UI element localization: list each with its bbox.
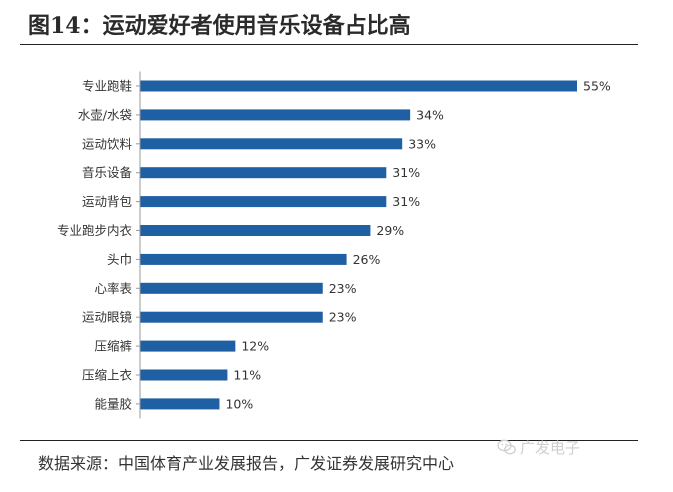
- value-label: 23%: [329, 281, 357, 296]
- watermark: 广发电子: [497, 437, 580, 458]
- category-label: 运动眼镜: [82, 310, 133, 325]
- wechat-icon: [497, 439, 516, 455]
- source-note: 数据来源：中国体育产业发展报告，广发证券发展研究中心: [38, 454, 455, 473]
- category-label: 专业跑鞋: [82, 79, 133, 94]
- value-label: 34%: [416, 107, 444, 122]
- value-label: 26%: [353, 252, 381, 267]
- value-label: 23%: [329, 310, 357, 325]
- bar: [140, 167, 387, 179]
- bar: [140, 340, 236, 352]
- category-label: 头巾: [107, 252, 132, 267]
- bar: [140, 398, 220, 410]
- figure-title: 图14：运动爱好者使用音乐设备占比高: [28, 13, 411, 39]
- bar: [140, 109, 411, 121]
- category-label: 能量胶: [94, 396, 132, 411]
- bar-chart: 专业跑鞋 55% 水壶/水袋 34% 运动饮料 33% 音乐设备 31% 运动背包 31% 专业跑步…: [57, 71, 611, 419]
- category-label: 运动背包: [82, 194, 132, 209]
- watermark-text: 广发电子: [520, 439, 581, 457]
- bar: [140, 80, 577, 92]
- category-label: 压缩上衣: [82, 368, 133, 383]
- value-label: 55%: [583, 79, 611, 94]
- bar: [140, 138, 403, 150]
- value-label: 10%: [225, 396, 253, 411]
- category-label: 专业跑步内衣: [57, 223, 133, 238]
- value-label: 11%: [233, 368, 261, 383]
- category-label: 压缩裤: [94, 339, 132, 354]
- value-label: 31%: [392, 165, 420, 180]
- bar: [140, 196, 387, 208]
- value-label: 29%: [376, 223, 404, 238]
- category-label: 音乐设备: [82, 165, 133, 180]
- value-label: 33%: [408, 136, 436, 151]
- bar: [140, 225, 371, 236]
- category-label: 心率表: [94, 281, 132, 296]
- category-label: 运动饮料: [82, 136, 133, 151]
- bar: [140, 369, 228, 381]
- category-label: 水壶/水袋: [78, 107, 133, 122]
- source-rule: [20, 440, 638, 441]
- value-label: 31%: [392, 194, 420, 209]
- bar: [140, 282, 323, 294]
- value-label: 12%: [241, 339, 269, 354]
- bar: [140, 311, 323, 323]
- bar: [140, 253, 347, 265]
- title-rule: [20, 44, 638, 45]
